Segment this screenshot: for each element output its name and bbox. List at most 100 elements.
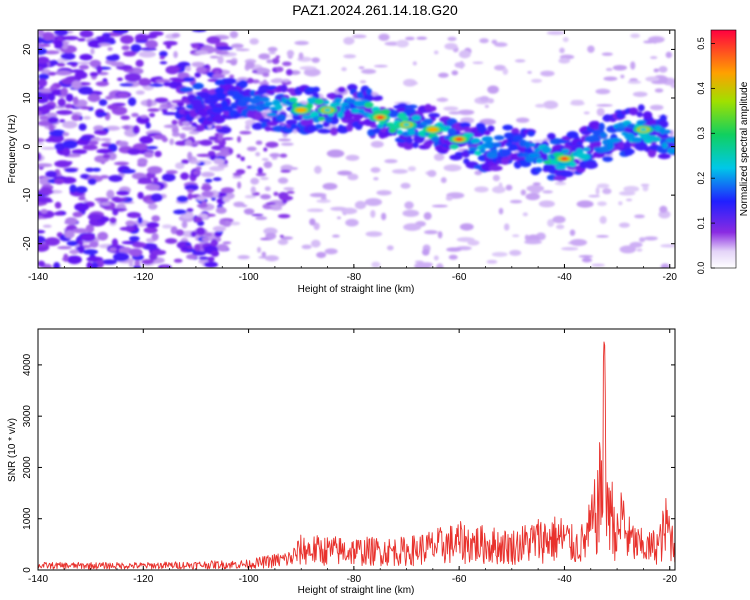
heatmap-blob: [252, 70, 258, 74]
heatmap-blob: [599, 132, 608, 139]
heatmap-blob: [38, 243, 49, 247]
heatmap-blob: [283, 187, 295, 191]
heatmap-blob: [141, 259, 154, 265]
heatmap-blob: [42, 224, 52, 228]
heatmap-blob: [454, 62, 466, 68]
heatmap-blob: [251, 79, 260, 84]
heatmap-blob: [422, 118, 434, 124]
heatmap-blob: [208, 136, 219, 141]
colorbar-label: Normalized spectral amplitude: [739, 81, 750, 216]
snr-frame: [37, 328, 676, 571]
heatmap-blob: [78, 64, 89, 70]
heatmap-blob: [116, 92, 129, 98]
heatmap-blob: [639, 127, 647, 132]
heatmap-blob: [62, 132, 70, 137]
heatmap-blob: [184, 139, 193, 146]
heatmap-blob: [457, 109, 475, 116]
heatmap-blob: [396, 39, 409, 48]
heatmap-blob: [120, 34, 134, 44]
heatmap-blob: [595, 187, 600, 195]
heatmap-blob: [278, 138, 292, 142]
heatmap-blob: [533, 147, 541, 153]
heatmap-blob: [427, 169, 437, 178]
heatmap-blob: [448, 254, 458, 260]
heatmap-blob: [64, 103, 73, 109]
heatmap-blob: [100, 138, 112, 142]
heatmap-blob: [246, 77, 254, 84]
heatmap-blob: [316, 251, 327, 259]
heatmap-blob: [203, 261, 218, 268]
heatmap-blob: [232, 175, 243, 179]
heatmap-blob: [315, 123, 324, 129]
heatmap-blob: [258, 118, 271, 123]
heatmap-blob: [541, 146, 552, 154]
heatmap-blob: [447, 128, 457, 135]
heatmap-blob: [474, 170, 482, 176]
heatmap-blob: [159, 50, 168, 58]
heatmap-blob: [229, 221, 241, 226]
heatmap-x-tick-label: -40: [557, 272, 572, 283]
heatmap-blob: [492, 142, 502, 148]
heatmap-blob: [173, 209, 187, 215]
heatmap-blob: [429, 105, 437, 112]
heatmap-blob: [279, 234, 284, 238]
heatmap-blob: [48, 93, 56, 102]
heatmap-blob: [137, 191, 144, 200]
heatmap-blob: [62, 147, 71, 157]
heatmap-blob: [87, 93, 101, 103]
snr-x-tick-label: -140: [28, 574, 48, 585]
heatmap-blob: [74, 71, 88, 79]
heatmap-blob: [625, 147, 634, 156]
heatmap-blob: [502, 124, 514, 131]
heatmap-blob: [217, 55, 224, 65]
heatmap-blob: [235, 48, 250, 52]
heatmap-blob: [214, 125, 223, 129]
heatmap-blob: [92, 167, 101, 172]
snr-x-tick-label: -80: [347, 574, 362, 585]
heatmap-blob: [152, 177, 159, 184]
heatmap-blob: [301, 244, 312, 250]
snr-x-axis-label: Height of straight line (km): [298, 585, 415, 596]
heatmap-blob: [443, 106, 459, 111]
heatmap-blob: [438, 72, 449, 78]
heatmap-blob: [266, 90, 275, 95]
heatmap-blob: [209, 103, 216, 108]
heatmap-blob: [640, 183, 650, 187]
heatmap-blob: [542, 190, 553, 194]
snr-x-ticks: -140 -120 -100 -80 -60 -40 -20: [28, 329, 677, 585]
heatmap-blob: [145, 122, 151, 129]
heatmap-blob: [578, 153, 591, 161]
heatmap-blob: [596, 183, 610, 189]
heatmap-blob: [195, 66, 207, 74]
heatmap-blob: [71, 114, 81, 122]
heatmap-blob: [508, 143, 519, 152]
heatmap-blob: [40, 208, 48, 214]
heatmap-blob: [55, 109, 73, 116]
snr-y-axis-label: SNR (10 * v/v): [7, 418, 18, 482]
heatmap-blob: [129, 236, 140, 242]
heatmap-blob: [448, 111, 462, 115]
heatmap-blob: [161, 136, 168, 143]
heatmap-blob: [89, 241, 99, 248]
heatmap-blob: [145, 183, 161, 191]
heatmap-blob: [578, 255, 594, 258]
colorbar-tick-label: 0.0: [696, 262, 706, 275]
heatmap-blob: [121, 169, 136, 174]
heatmap-blob: [206, 36, 221, 45]
heatmap-blob: [77, 38, 86, 42]
heatmap-y-axis-label: Frequency (Hz): [7, 115, 18, 184]
heatmap-blob: [288, 97, 298, 103]
heatmap-blob: [370, 140, 384, 148]
heatmap-blob: [72, 96, 79, 105]
heatmap-blob: [47, 116, 59, 124]
heatmap-blob: [636, 248, 643, 252]
heatmap-blob: [175, 229, 185, 237]
heatmap-blob: [284, 128, 294, 134]
heatmap-blob: [38, 66, 44, 72]
heatmap-blob: [596, 104, 613, 107]
heatmap-blob: [598, 122, 605, 131]
heatmap-blob: [212, 225, 227, 232]
heatmap-blob: [630, 61, 636, 70]
heatmap-blob: [211, 74, 226, 78]
